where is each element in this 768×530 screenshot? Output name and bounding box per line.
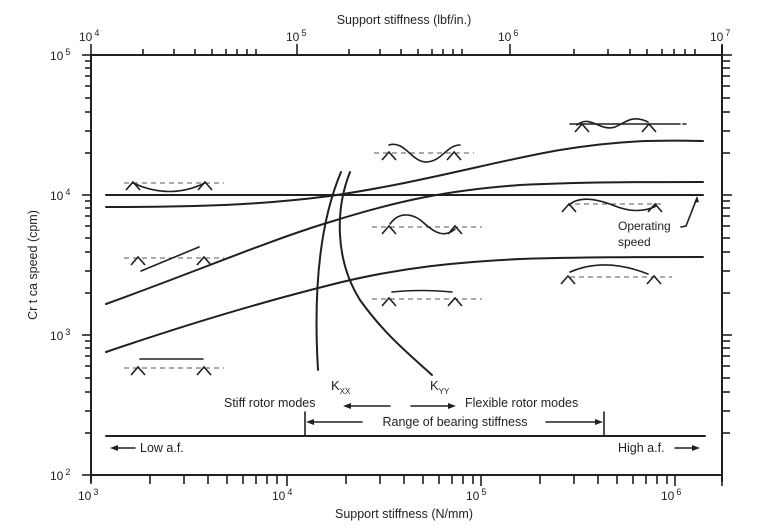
low-af-arrow-icon xyxy=(110,445,136,451)
mode-shape-icon xyxy=(561,198,663,213)
left-axis-title: Cr t ca speed (cpm) xyxy=(26,210,40,320)
bottom-tick-labels: 10 3 10 4 10 5 10 6 xyxy=(78,487,681,503)
left-tick-10e4: 10 4 xyxy=(50,187,70,203)
top-tick-10e6: 10 6 xyxy=(498,28,518,44)
left-axis-ticks xyxy=(82,54,91,476)
mode-shape-icon xyxy=(372,289,482,307)
curves xyxy=(105,139,704,376)
kxx-curve xyxy=(315,171,342,371)
top-axis-title: Support stiffness (lbf/in.) xyxy=(337,13,472,27)
top-tick-10e4: 10 4 xyxy=(79,28,99,44)
kxx-label: KXX xyxy=(331,378,351,396)
bottom-tick-10e6: 10 6 xyxy=(661,487,681,503)
left-tick-10e3: 10 3 xyxy=(50,327,70,343)
kyy-curve xyxy=(338,171,433,376)
top-tick-labels: 10 4 10 5 10 6 10 7 xyxy=(79,28,730,44)
mode-shape-icon xyxy=(124,180,224,193)
top-tick-10e7: 10 7 xyxy=(710,28,730,44)
left-tick-labels: 10 5 10 4 10 3 10 2 xyxy=(50,47,70,483)
mode-shape-sketches xyxy=(124,118,687,376)
operating-speed-label-1: Operating xyxy=(618,219,671,233)
mode3-curve xyxy=(105,139,704,208)
high-af-arrow-icon xyxy=(674,445,700,451)
left-tick-10e5: 10 5 xyxy=(50,47,70,63)
mode-shape-icon xyxy=(569,118,687,133)
flexible-rotor-modes-label: Flexible rotor modes xyxy=(465,396,578,410)
range-label: Range of bearing stiffness xyxy=(382,415,527,429)
mode-shape-icon xyxy=(372,214,482,235)
stiff-rotor-modes-label: Stiff rotor modes xyxy=(224,396,315,410)
bottom-axis-ticks xyxy=(90,475,723,486)
mode2-curve xyxy=(105,181,704,305)
left-tick-10e2: 10 2 xyxy=(50,467,70,483)
top-axis-ticks xyxy=(90,44,723,55)
mode-shape-icon xyxy=(124,358,224,376)
mode-shape-icon xyxy=(374,143,474,163)
bottom-tick-10e4: 10 4 xyxy=(272,487,292,503)
low-af-label: Low a.f. xyxy=(140,441,184,455)
bottom-tick-10e5: 10 5 xyxy=(466,487,486,503)
stiff-arrow-icon xyxy=(343,403,391,409)
mode-shape-icon xyxy=(124,246,224,272)
bottom-axis-title: Support stiffness (N/mm) xyxy=(335,507,473,521)
operating-speed-label-2: speed xyxy=(618,235,651,249)
arrow-head-icon xyxy=(694,196,699,203)
mode1-curve xyxy=(105,256,704,353)
high-af-label: High a.f. xyxy=(618,441,665,455)
bearing-stiffness-range: Range of bearing stiffness xyxy=(304,411,605,436)
bottom-tick-10e3: 10 3 xyxy=(78,487,98,503)
top-tick-10e5: 10 5 xyxy=(286,28,306,44)
mode-shape-icon xyxy=(560,264,672,285)
kyy-label: KYY xyxy=(430,378,450,396)
operating-speed-annotation: Operating speed xyxy=(618,196,699,249)
flexible-arrow-icon xyxy=(410,403,456,409)
right-axis-ticks xyxy=(722,54,732,434)
